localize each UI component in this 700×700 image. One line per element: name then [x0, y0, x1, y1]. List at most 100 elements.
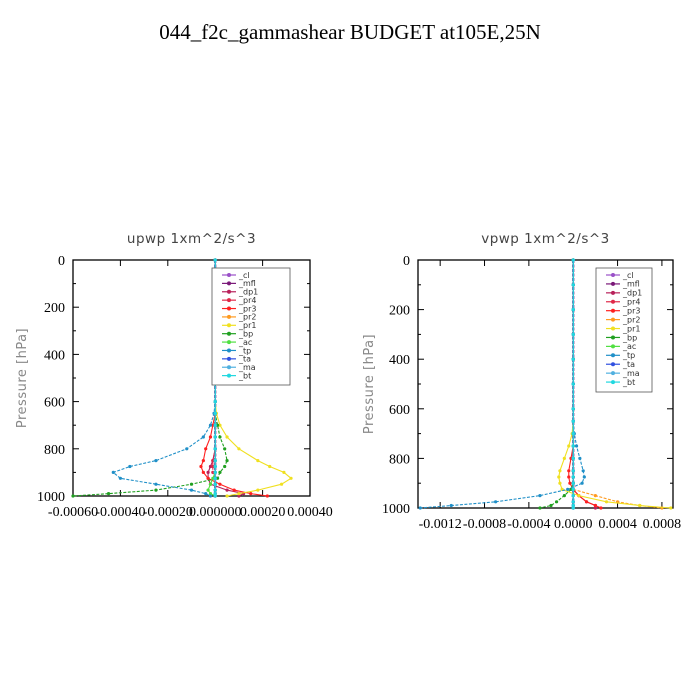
plot-title: vpwp 1xm^2/s^3	[481, 231, 610, 247]
legend-label: _ma	[622, 369, 640, 378]
data-point	[449, 503, 453, 508]
y-tick-label: 600	[389, 403, 410, 418]
data-point	[213, 400, 217, 404]
data-point	[237, 447, 241, 451]
data-point	[256, 459, 260, 463]
data-point	[571, 283, 575, 287]
data-point	[549, 503, 553, 508]
data-point	[208, 482, 213, 486]
data-point	[213, 492, 217, 496]
data-point	[577, 494, 581, 498]
legend-label: _dp1	[622, 289, 642, 298]
legend-marker	[227, 365, 231, 370]
x-tick-label: 0.00040	[287, 505, 333, 520]
data-point	[215, 476, 220, 480]
data-point	[571, 332, 575, 336]
x-tick-label: -0.0008	[463, 517, 506, 532]
x-tick-label: -0.00020	[143, 505, 193, 520]
legend-marker	[227, 314, 231, 319]
data-point	[581, 469, 585, 473]
legend-label: _pr3	[622, 306, 640, 315]
legend-marker	[611, 273, 615, 277]
data-point	[201, 459, 205, 463]
legend-marker	[611, 290, 615, 295]
data-point	[208, 423, 213, 427]
legend-marker	[227, 331, 231, 336]
series-tp	[111, 258, 217, 498]
data-point	[218, 423, 222, 427]
data-point	[571, 382, 575, 386]
legend-marker	[611, 362, 615, 367]
y-tick-label: 600	[44, 396, 65, 411]
legend-label: _cl	[238, 271, 250, 280]
data-point	[593, 503, 597, 508]
y-tick-label: 0	[403, 254, 410, 269]
data-point	[538, 506, 542, 510]
data-point	[558, 481, 562, 485]
data-point	[571, 503, 575, 508]
data-point	[237, 494, 241, 498]
legend-marker	[227, 306, 231, 311]
data-point	[225, 459, 229, 463]
data-point	[256, 488, 260, 492]
legend-marker	[611, 371, 615, 376]
data-point	[538, 494, 542, 498]
data-point	[571, 494, 575, 498]
data-point	[569, 487, 573, 491]
legend-label: _ac	[238, 338, 252, 347]
legend-box	[211, 267, 291, 386]
data-point	[571, 258, 575, 262]
data-point	[562, 494, 566, 498]
data-point	[571, 469, 575, 473]
data-point	[128, 464, 132, 469]
data-point	[218, 435, 222, 439]
data-point	[669, 506, 673, 510]
data-point	[206, 476, 210, 480]
data-point	[604, 500, 609, 504]
data-point	[418, 506, 422, 510]
y-tick-label: 0	[58, 254, 65, 269]
data-point	[282, 470, 286, 474]
data-point	[571, 500, 575, 504]
y-tick-label: 200	[389, 304, 410, 319]
data-point	[558, 469, 562, 473]
data-point	[568, 481, 572, 485]
data-point	[106, 492, 111, 496]
plot-title: upwp 1xm^2/s^3	[127, 231, 256, 247]
data-point	[213, 470, 217, 474]
data-point	[571, 407, 575, 411]
legend-marker	[227, 273, 231, 277]
data-point	[111, 470, 115, 474]
data-point	[213, 411, 217, 415]
data-point	[494, 500, 498, 504]
data-point	[211, 476, 215, 480]
data-point	[593, 494, 597, 498]
x-tick-label: -0.00060	[48, 505, 98, 520]
legend-marker	[227, 298, 231, 303]
data-point	[211, 459, 215, 463]
data-point	[554, 500, 559, 504]
legend-label: _dp1	[238, 288, 258, 297]
x-tick-label: 0.0000	[554, 517, 593, 532]
legend-label: _pr2	[622, 315, 640, 324]
legend-label: _pr4	[238, 296, 256, 305]
data-point	[571, 444, 575, 448]
data-point	[223, 464, 227, 469]
data-point	[557, 475, 561, 479]
data-point	[225, 435, 229, 439]
data-point	[638, 503, 642, 508]
data-point	[584, 500, 589, 504]
data-point	[578, 456, 582, 460]
legend-marker	[611, 308, 615, 313]
legend: _cl_mfl_dp1_pr4_pr3_pr2_pr1_bp_ac_tp_ta_…	[595, 267, 653, 393]
series-line	[112, 260, 216, 497]
legend-marker	[611, 344, 615, 349]
data-point	[213, 435, 217, 439]
data-point	[213, 482, 217, 486]
data-point	[237, 492, 241, 496]
legend-label: _ta	[622, 360, 635, 369]
data-point	[571, 506, 575, 510]
legend-label: _pr1	[622, 324, 640, 333]
data-point	[289, 476, 293, 480]
data-point	[208, 464, 213, 469]
